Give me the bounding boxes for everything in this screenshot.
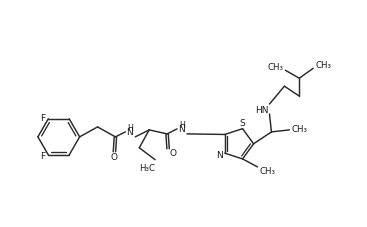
Text: N: N <box>217 150 223 159</box>
Text: H: H <box>179 121 185 130</box>
Text: H₃C: H₃C <box>139 163 155 172</box>
Text: O: O <box>170 149 177 158</box>
Text: F: F <box>40 152 45 161</box>
Text: N: N <box>178 125 184 134</box>
Text: H: H <box>127 124 133 133</box>
Text: CH₃: CH₃ <box>315 61 331 69</box>
Text: F: F <box>40 114 45 123</box>
Text: CH₃: CH₃ <box>291 125 307 134</box>
Text: HN: HN <box>255 105 268 114</box>
Text: CH₃: CH₃ <box>259 167 275 176</box>
Text: N: N <box>126 128 133 137</box>
Text: S: S <box>240 119 246 128</box>
Text: CH₃: CH₃ <box>268 62 283 72</box>
Text: O: O <box>111 153 118 162</box>
